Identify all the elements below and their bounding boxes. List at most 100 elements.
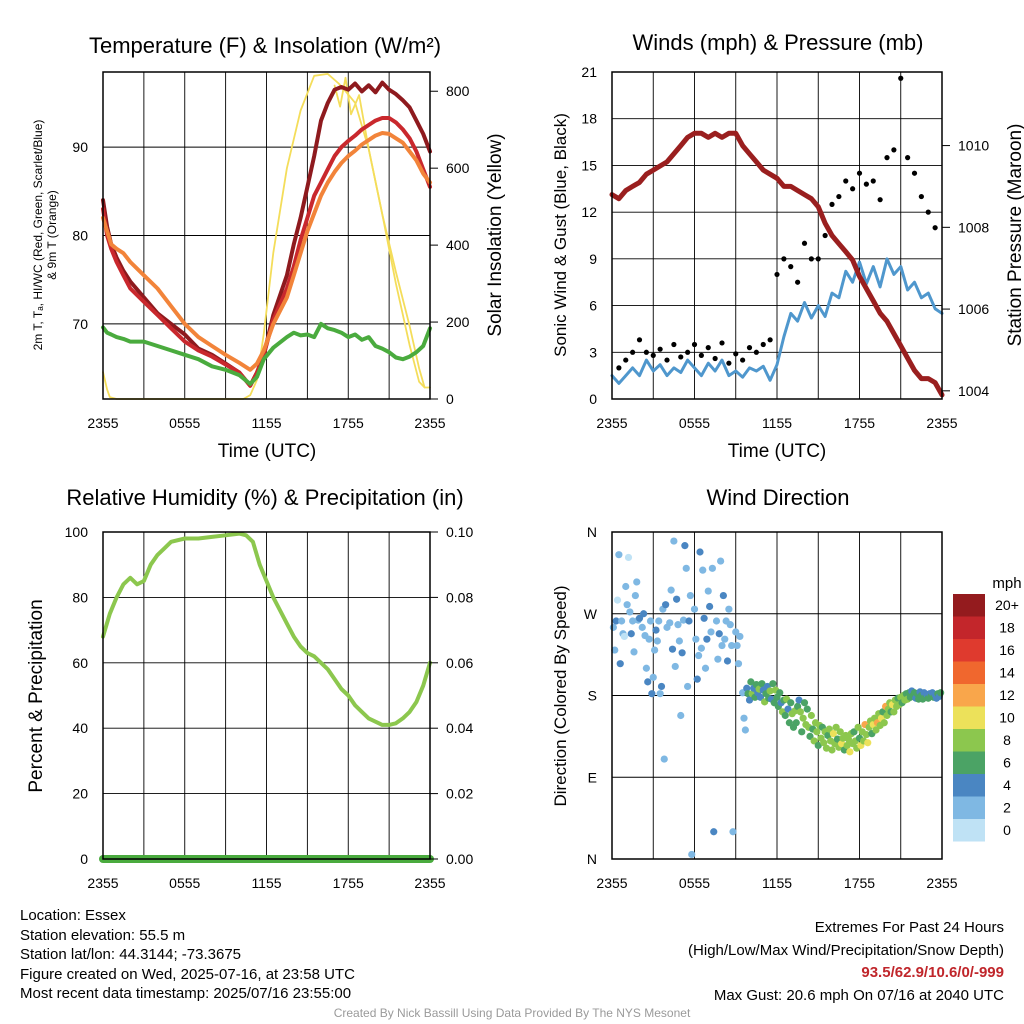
legend-swatch	[953, 594, 985, 617]
direction-point	[758, 680, 766, 688]
temperature-y2-ticks: 0 200 400 600 800	[430, 83, 470, 407]
gust-point	[705, 345, 711, 351]
temperature-panel-title: Temperature (F) & Insolation (W/m²)	[89, 33, 441, 58]
direction-point	[714, 655, 722, 663]
direction-point	[796, 708, 804, 716]
direction-point	[675, 637, 683, 645]
legend-label: 20+	[995, 597, 1019, 613]
station-elevation: Station elevation: 55.5 m	[20, 926, 186, 944]
series-line	[610, 257, 944, 385]
direction-point	[734, 660, 743, 668]
temperature-x-ticks: 2355 0555 1155 1755 2355	[87, 415, 445, 431]
legend-swatch	[953, 706, 985, 729]
y-tick-label: 60	[72, 655, 88, 671]
direction-point	[668, 645, 677, 653]
direction-point	[690, 605, 699, 613]
direction-point	[766, 687, 774, 695]
direction-panel: Wind Direction 2355 0555 1155 1755 2355 N E S W…	[551, 485, 1022, 891]
direction-point	[682, 564, 690, 572]
y-tick-label: 6	[589, 298, 597, 314]
station-info: Location: Essex Station elevation: 55.5 …	[20, 906, 355, 1004]
direction-point	[822, 744, 831, 752]
gust-point	[829, 201, 835, 207]
gust-point	[801, 240, 808, 246]
gust-point	[822, 232, 828, 239]
direction-point	[736, 632, 744, 641]
direction-point	[649, 673, 657, 681]
winds-x-ticks: 2355 0555 1155 1755 2355	[596, 415, 957, 431]
y-tick-label: 80	[72, 589, 88, 605]
direction-point	[843, 741, 851, 750]
direction-point	[828, 746, 836, 754]
direction-point	[657, 682, 666, 691]
direction-points	[609, 537, 945, 859]
direction-point	[740, 714, 748, 722]
direction-point	[798, 728, 806, 736]
winds-y2-ticks: 1004 1006 1008 1010	[942, 138, 989, 399]
y-tick-label: 100	[65, 524, 89, 540]
direction-point	[688, 850, 696, 859]
direction-point	[718, 641, 726, 650]
direction-point	[679, 616, 688, 624]
direction-point	[655, 617, 663, 625]
temperature-frame	[102, 71, 431, 400]
direction-point	[710, 828, 718, 836]
legend-swatch	[953, 751, 985, 774]
temperature-y-ticks: 70 80 90	[72, 139, 88, 332]
y-tick-label: 21	[581, 64, 597, 80]
y-tick-label: 70	[72, 316, 88, 332]
gust-point	[877, 197, 883, 203]
x-tick-label: 0555	[679, 875, 710, 891]
direction-y-ticks: N E S W N	[584, 524, 598, 867]
direction-point	[745, 696, 754, 704]
gust-point	[891, 147, 897, 153]
gust-point	[808, 256, 814, 262]
y-tick-label: 90	[72, 139, 88, 155]
direction-point	[609, 623, 617, 631]
gust-point	[712, 355, 718, 362]
direction-point	[723, 657, 732, 665]
winds-panel: Winds (mph) & Pressure (mb) 2355 0555 1155…	[551, 30, 1024, 462]
y2-tick-label: 1008	[958, 219, 989, 235]
y2-tick-label: 200	[446, 314, 470, 330]
legend-label: 2	[1003, 800, 1011, 816]
series-line	[101, 531, 432, 727]
gust-point	[671, 341, 677, 348]
legend-label: 8	[1003, 732, 1011, 748]
y2-tick-label: 0.06	[446, 655, 473, 671]
direction-point	[800, 699, 809, 707]
direction-point	[719, 591, 727, 600]
direction-point	[615, 551, 623, 559]
gust-point	[726, 360, 732, 366]
y2-tick-label: 600	[446, 160, 470, 176]
y2-tick-label: 1006	[958, 301, 989, 317]
x-tick-label: 0555	[169, 415, 200, 431]
extremes-values: 93.5/62.9/10.6/0/-999	[861, 964, 1004, 981]
gust-point	[616, 365, 622, 371]
direction-point	[829, 730, 837, 738]
direction-point	[747, 678, 755, 686]
direction-point	[862, 730, 870, 739]
direction-point	[613, 596, 622, 604]
direction-point	[820, 739, 828, 747]
direction-point	[673, 595, 681, 603]
humidity-frame	[102, 531, 431, 860]
direction-point	[717, 557, 725, 565]
temperature-xlabel: Time (UTC)	[218, 441, 317, 462]
direction-point	[697, 644, 705, 652]
gust-point	[836, 193, 842, 200]
gust-point	[685, 349, 691, 355]
humidity-y-ticks: 0 20 40 60 80 100	[65, 524, 89, 867]
direction-point	[630, 648, 638, 656]
series-line	[101, 80, 432, 388]
y2-tick-label: 0.02	[446, 786, 473, 802]
direction-point	[836, 728, 844, 736]
direction-point	[704, 587, 712, 595]
legend-swatch	[953, 729, 985, 752]
direction-point	[652, 626, 660, 634]
direction-point	[640, 610, 648, 618]
legend-swatch	[953, 684, 985, 707]
direction-point	[700, 614, 708, 622]
gust-point	[795, 279, 801, 285]
direction-point	[769, 680, 777, 688]
